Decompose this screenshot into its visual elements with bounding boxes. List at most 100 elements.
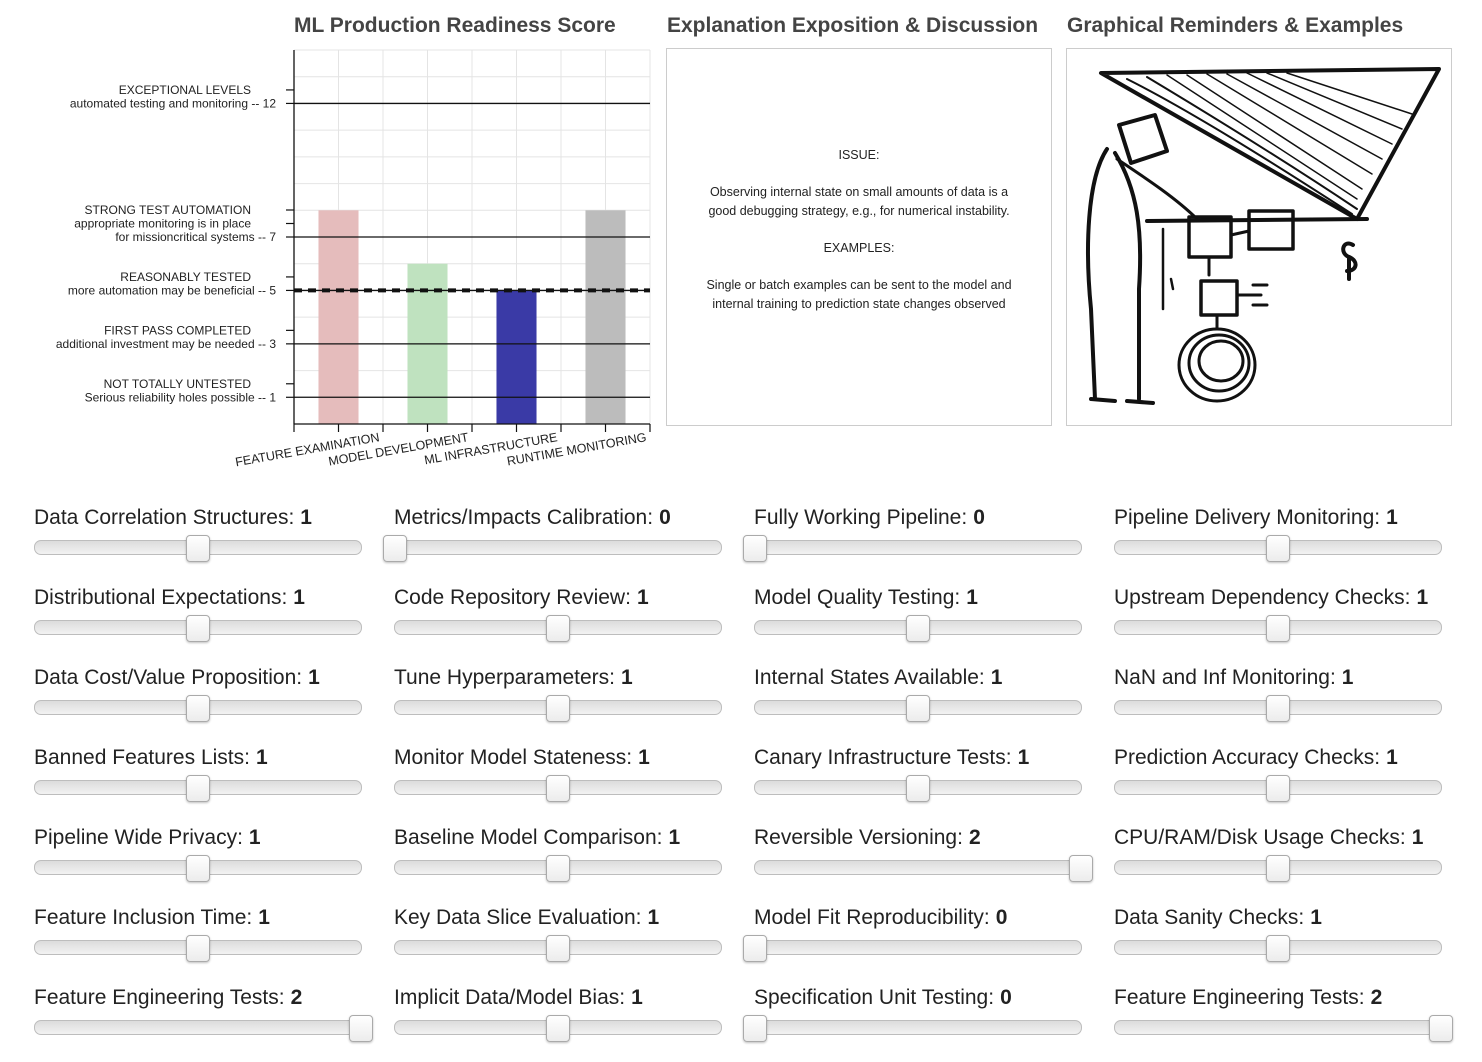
slider-label-text: Key Data Slice Evaluation: [394, 906, 642, 929]
slider-group: Tune Hyperparameters: 1 [394, 666, 724, 730]
slider-thumb[interactable] [1266, 935, 1290, 962]
explanation-title: Explanation Exposition & Discussion [667, 14, 1039, 37]
slider-label: Metrics/Impacts Calibration: 0 [394, 506, 671, 530]
slider-value: 1 [293, 586, 305, 609]
slider-thumb[interactable] [1266, 535, 1290, 562]
slider-value: 1 [631, 986, 643, 1009]
slider-group: Prediction Accuracy Checks: 1 [1114, 746, 1444, 810]
slider-thumb[interactable] [743, 535, 767, 562]
slider-label-text: Reversible Versioning: [754, 826, 963, 849]
slider-label-text: Canary Infrastructure Tests: [754, 746, 1012, 769]
slider-thumb[interactable] [1266, 615, 1290, 642]
slider-label-text: Model Quality Testing: [754, 586, 961, 609]
slider-value: 1 [966, 586, 978, 609]
slider-label: Canary Infrastructure Tests: 1 [754, 746, 1029, 770]
slider-track[interactable] [754, 860, 1082, 875]
slider-group: Distributional Expectations: 1 [34, 586, 364, 650]
slider-label: Fully Working Pipeline: 0 [754, 506, 985, 530]
slider-label-text: Data Sanity Checks: [1114, 906, 1305, 929]
slider-track[interactable] [394, 540, 722, 555]
slider-label-text: Pipeline Wide Privacy: [34, 826, 243, 849]
slider-track[interactable] [754, 940, 1082, 955]
slider-value: 2 [968, 826, 981, 849]
slider-group: Specification Unit Testing: 0 [743, 986, 1084, 1050]
slider-label: Distributional Expectations: 1 [34, 586, 305, 610]
slider-thumb[interactable] [906, 775, 930, 802]
slider-thumb[interactable] [186, 855, 210, 882]
level-label: REASONABLY TESTED [120, 270, 251, 284]
slider-group: Banned Features Lists: 1 [34, 746, 364, 810]
slider-label: Implicit Data/Model Bias: 1 [394, 986, 643, 1010]
issue-text-line-1: Observing internal state on small amount… [709, 185, 1009, 199]
slider-label: Prediction Accuracy Checks: 1 [1114, 746, 1398, 770]
level-label: EXCEPTIONAL LEVELS [119, 83, 251, 97]
slider-thumb[interactable] [906, 615, 930, 642]
slider-thumb[interactable] [546, 1015, 570, 1042]
level-label: Serious reliability holes possible -- 1 [85, 390, 277, 404]
slider-thumb[interactable] [186, 775, 210, 802]
level-label: FIRST PASS COMPLETED [104, 323, 251, 337]
slider-thumb[interactable] [186, 535, 210, 562]
slider-label: Tune Hyperparameters: 1 [394, 666, 633, 690]
slider-group: Internal States Available: 1 [754, 666, 1084, 730]
slider-label-text: Fully Working Pipeline: [754, 506, 968, 529]
slider-thumb[interactable] [546, 935, 570, 962]
slider-track[interactable] [1114, 1020, 1442, 1035]
slider-thumb[interactable] [546, 855, 570, 882]
slider-label-text: Tune Hyperparameters: [394, 666, 615, 689]
slider-thumb[interactable] [186, 695, 210, 722]
slider-group: Code Repository Review: 1 [394, 586, 724, 650]
slider-label-text: Baseline Model Comparison: [394, 826, 663, 849]
slider-group: CPU/RAM/Disk Usage Checks: 1 [1114, 826, 1444, 890]
slider-thumb[interactable] [546, 695, 570, 722]
slider-thumb[interactable] [1266, 855, 1290, 882]
slider-value: 2 [1370, 986, 1383, 1009]
slider-thumb[interactable] [743, 935, 767, 962]
slider-label-text: Banned Features Lists: [34, 746, 250, 769]
level-label: NOT TOTALLY UNTESTED [104, 377, 252, 391]
slider-thumb[interactable] [546, 615, 570, 642]
slider-label: Model Fit Reproducibility: 0 [754, 906, 1007, 930]
slider-thumb[interactable] [186, 615, 210, 642]
slider-group: NaN and Inf Monitoring: 1 [1114, 666, 1444, 730]
slider-thumb[interactable] [743, 1015, 767, 1042]
slider-label-text: Implicit Data/Model Bias: [394, 986, 626, 1009]
slider-label: Internal States Available: 1 [754, 666, 1002, 690]
slider-thumb[interactable] [1429, 1015, 1453, 1042]
graphical-reminder-panel [1066, 48, 1452, 426]
slider-label-text: Code Repository Review: [394, 586, 631, 609]
slider-value: 1 [1386, 506, 1398, 529]
slider-label: Baseline Model Comparison: 1 [394, 826, 680, 850]
slider-thumb[interactable] [1266, 775, 1290, 802]
slider-label: NaN and Inf Monitoring: 1 [1114, 666, 1353, 690]
slider-thumb[interactable] [383, 535, 407, 562]
slider-label: Specification Unit Testing: 0 [754, 986, 1012, 1010]
slider-label-text: Pipeline Delivery Monitoring: [1114, 506, 1381, 529]
slider-track[interactable] [754, 540, 1082, 555]
level-label: additional investment may be needed -- 3 [56, 337, 276, 351]
slider-label-text: Internal States Available: [754, 666, 985, 689]
slider-track[interactable] [754, 1020, 1082, 1035]
slider-group: Pipeline Wide Privacy: 1 [34, 826, 364, 890]
slider-thumb[interactable] [546, 775, 570, 802]
slider-value: 1 [990, 666, 1003, 689]
issue-heading: ISSUE: [838, 148, 880, 162]
slider-group: Monitor Model Stateness: 1 [394, 746, 724, 810]
slider-value: 1 [647, 906, 660, 929]
slider-label-text: Data Correlation Structures: [34, 506, 295, 529]
slider-value: 1 [1341, 666, 1354, 689]
slider-label: Banned Features Lists: 1 [34, 746, 268, 770]
slider-group: Data Correlation Structures: 1 [34, 506, 364, 570]
slider-thumb[interactable] [906, 695, 930, 722]
slider-thumb[interactable] [1069, 855, 1093, 882]
slider-thumb[interactable] [349, 1015, 373, 1042]
slider-track[interactable] [34, 1020, 362, 1035]
slider-thumb[interactable] [1266, 695, 1290, 722]
slider-value: 0 [973, 506, 985, 529]
slider-value: 0 [1000, 986, 1012, 1009]
slider-thumb[interactable] [186, 935, 210, 962]
bar-ml-infrastructure [496, 290, 537, 424]
slider-group: Canary Infrastructure Tests: 1 [754, 746, 1084, 810]
slider-label-text: Upstream Dependency Checks: [1114, 586, 1411, 609]
